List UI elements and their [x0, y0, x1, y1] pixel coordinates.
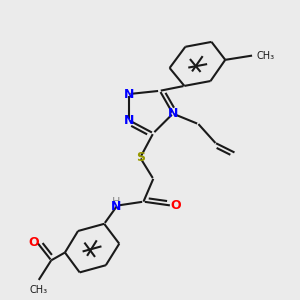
Text: CH₃: CH₃	[257, 51, 275, 61]
Text: N: N	[168, 107, 178, 120]
Text: N: N	[124, 114, 134, 127]
Text: S: S	[136, 151, 145, 164]
Text: H: H	[112, 197, 120, 207]
Text: N: N	[124, 88, 134, 100]
Text: N: N	[110, 200, 121, 213]
Text: O: O	[170, 199, 181, 212]
Text: O: O	[28, 236, 39, 249]
Text: CH₃: CH₃	[30, 285, 48, 295]
